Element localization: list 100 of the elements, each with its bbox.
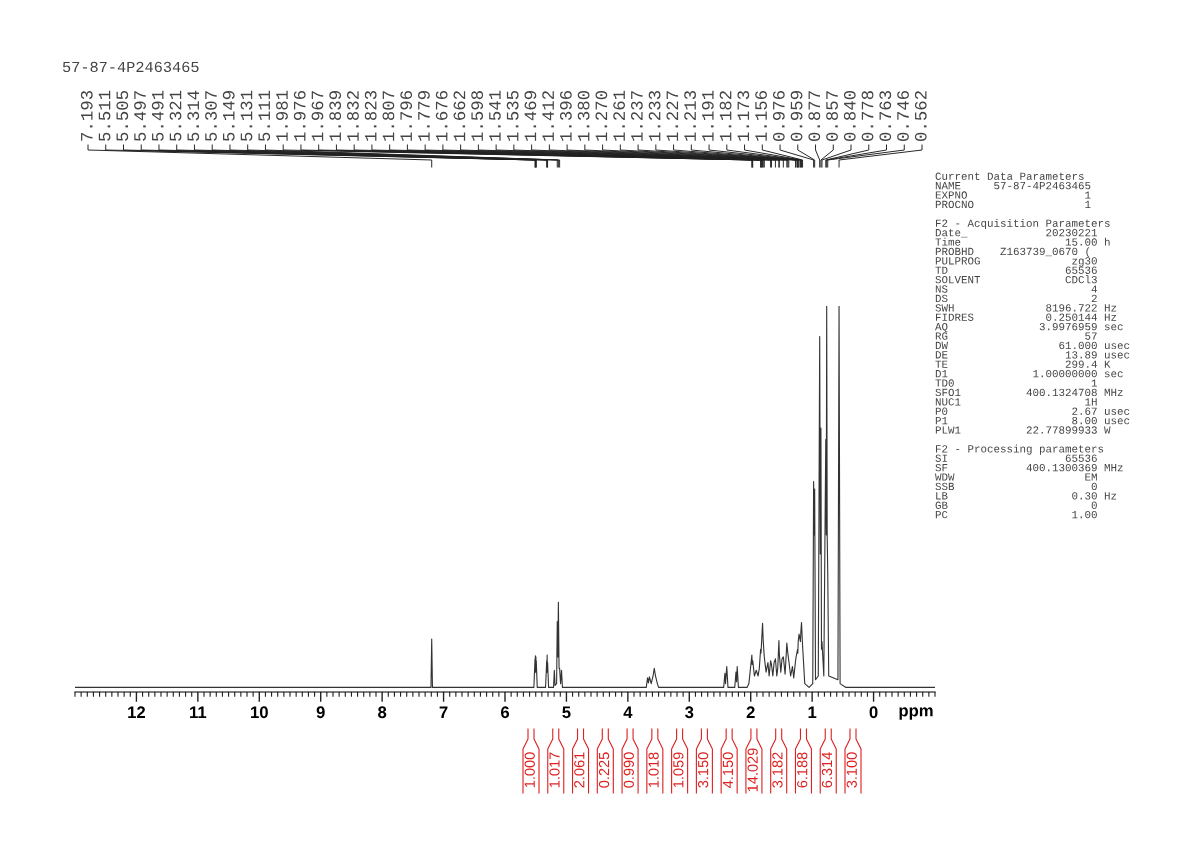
annotation: 1.156 — [755, 91, 767, 141]
text: PC 1.00 — [935, 510, 1097, 519]
annotation: 1.270 — [595, 90, 608, 141]
annotation: 0.778 — [861, 91, 874, 141]
text: SI 65536 — [935, 454, 1097, 462]
x-tick-label: 10 — [251, 706, 268, 719]
annotation: 5.505 — [116, 91, 129, 141]
x-tick-label: 9 — [316, 706, 325, 719]
annotation: 1.541 — [489, 90, 501, 141]
text: P1 8.00 usec — [935, 416, 1130, 425]
x-tick-label: 7 — [439, 706, 448, 718]
annotation: 5.511 — [98, 90, 111, 141]
text: Current Data Parameters — [935, 172, 1084, 180]
annotation: 1.227 — [666, 91, 679, 141]
x-tick-label: 5 — [562, 706, 571, 719]
annotation: 1.469 — [524, 91, 537, 141]
annotation: 5.497 — [134, 91, 146, 141]
annotation: 5.307 — [205, 91, 217, 141]
text: SSB 0 — [935, 482, 1097, 491]
text: 3.150 — [697, 752, 709, 788]
text: SF 400.1300369 MHz — [935, 463, 1123, 472]
text: TE 299.4 K — [935, 360, 1111, 368]
annotation: 5.131 — [240, 90, 253, 141]
text: PROBHD Z163739_0670 ( — [935, 247, 1090, 258]
x-tick-label: 4 — [623, 706, 633, 718]
text: 1.000 — [524, 752, 535, 788]
annotation: 0.840 — [843, 90, 856, 141]
text: FIDRES 0.250144 Hz — [936, 313, 1117, 321]
annotation: 0.959 — [790, 91, 803, 141]
text: SWH 8196.722 Hz — [935, 304, 1117, 312]
annotation: 1.779 — [418, 91, 430, 141]
annotation: 1.832 — [347, 91, 359, 141]
text: Time 15.00 h — [935, 237, 1110, 246]
annotation: 1.796 — [400, 91, 413, 141]
x-tick-label: 2 — [746, 706, 755, 718]
annotation: 0.763 — [879, 91, 892, 141]
annotation: 1.412 — [542, 91, 554, 141]
text: 1.018 — [648, 752, 659, 788]
annotation: 1.981 — [276, 90, 288, 141]
text: F2 - Acquisition Parameters — [936, 218, 1110, 230]
chart-title: 57-87-4P2463465 — [62, 61, 199, 73]
text: F2 - Processing parameters — [936, 444, 1104, 455]
text: D1 1.00000000 sec — [935, 369, 1123, 378]
text: 14.029 — [747, 748, 758, 792]
text: 4.150 — [722, 752, 734, 788]
text: TD 65536 — [935, 266, 1097, 274]
text: DS 2 — [935, 294, 1097, 303]
text: 6.188 — [797, 752, 808, 788]
x-tick-label: 1 — [808, 706, 817, 718]
annotation: 0.857 — [826, 91, 838, 141]
text: RG 57 — [935, 332, 1097, 340]
annotation: 1.535 — [506, 91, 519, 141]
text: NUC1 1H — [935, 398, 1097, 406]
annotation: 1.191 — [701, 90, 714, 141]
text: PLW1 22.77899933 W — [935, 426, 1111, 434]
text: EXPNO 1 — [935, 191, 1091, 199]
annotation: 1.662 — [453, 91, 466, 141]
annotation: 1.839 — [329, 91, 342, 141]
annotation: 1.976 — [293, 91, 306, 141]
text: NS 4 — [935, 285, 1097, 293]
text: TD0 1 — [935, 379, 1097, 387]
annotation: 0.562 — [914, 91, 927, 141]
annotation: 1.237 — [630, 91, 643, 141]
annotation: 5.321 — [169, 90, 182, 141]
annotation: 1.261 — [613, 90, 625, 141]
annotation: 0.976 — [772, 91, 785, 141]
text: SFO1 400.1324708 MHz — [935, 388, 1123, 397]
annotation: 5.491 — [151, 90, 164, 141]
x-tick-label: 11 — [190, 706, 207, 718]
text: LB 0.30 Hz — [936, 492, 1117, 500]
text: DE 13.89 usec — [935, 351, 1130, 359]
annotation: 1.213 — [684, 91, 696, 141]
text: GB 0 — [935, 501, 1097, 509]
annotation: 1.396 — [559, 91, 572, 141]
text: P0 2.67 usec — [935, 407, 1130, 415]
text: 6.314 — [821, 752, 833, 788]
text: PROCNO 1 — [935, 200, 1091, 209]
annotation: 0.877 — [808, 91, 821, 141]
text: AQ 3.9976959 sec — [935, 322, 1123, 333]
annotation: 1.967 — [311, 91, 324, 141]
x-tick-label: 0 — [869, 706, 878, 719]
annotation: 1.807 — [382, 91, 395, 141]
text: 0.990 — [623, 752, 634, 788]
annotation: 5.314 — [187, 90, 200, 141]
text: 0.225 — [598, 752, 610, 788]
text: 2.061 — [574, 752, 585, 788]
text: SOLVENT CDCl3 — [935, 275, 1097, 284]
text: NAME 57-87-4P2463465 — [935, 181, 1091, 190]
text: PULPROG zg30 — [935, 257, 1097, 267]
text: 3.100 — [846, 752, 857, 788]
text: 1.059 — [673, 752, 684, 788]
annotation: 1.676 — [435, 91, 448, 141]
x-tick-label: 12 — [128, 706, 146, 718]
annotation: 5.149 — [222, 91, 235, 141]
text: 3.182 — [772, 752, 783, 788]
text: DW 61.000 usec — [935, 341, 1130, 350]
text: 1.017 — [549, 752, 560, 788]
annotation: 1.598 — [471, 91, 484, 141]
x-tick-label: 3 — [685, 706, 694, 719]
annotation: 1.233 — [648, 91, 661, 141]
